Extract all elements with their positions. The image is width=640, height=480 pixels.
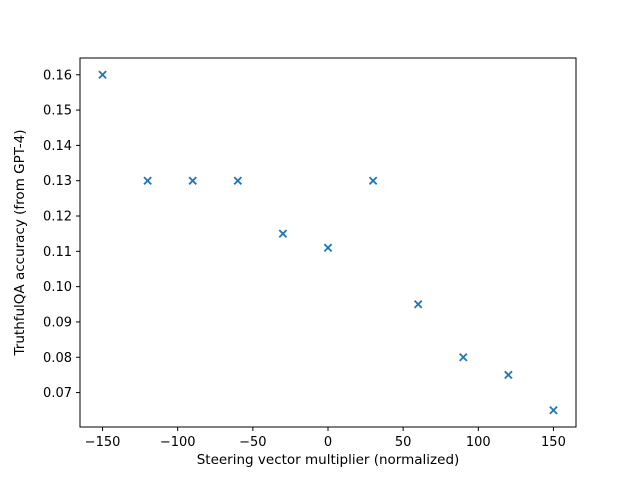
scatter-marker (323, 243, 333, 253)
x-tick-label: 150 (541, 435, 566, 450)
y-tick-label: 0.16 (43, 68, 72, 83)
scatter-marker (143, 176, 152, 185)
x-tick-label: −50 (239, 435, 266, 450)
x-tick-label: −100 (160, 435, 196, 450)
axes-box (79, 57, 577, 428)
y-tick-label: 0.08 (43, 351, 72, 366)
scatter-marker (368, 176, 378, 185)
y-tick-label: 0.07 (43, 386, 72, 401)
scatter-marker (278, 229, 288, 238)
x-tick-label: 0 (324, 435, 332, 450)
y-tick-label: 0.09 (43, 315, 72, 330)
y-tick-label: 0.10 (43, 280, 72, 295)
scatter-marker (413, 300, 423, 309)
scatter-marker (504, 370, 513, 380)
scatter-marker (549, 405, 558, 415)
y-tick-label: 0.11 (43, 245, 72, 260)
x-axis-label: Steering vector multiplier (normalized) (197, 452, 460, 468)
y-tick-label: 0.13 (43, 174, 72, 189)
x-tick-label: 50 (395, 435, 412, 450)
scatter-marker (188, 176, 197, 185)
y-tick-label: 0.14 (43, 139, 72, 154)
y-tick-label: 0.12 (43, 210, 72, 225)
y-tick-label: 0.15 (43, 104, 72, 119)
scatter-marker (459, 353, 468, 362)
y-axis-label: TruthfulQA accuracy (from GPT-4) (12, 130, 28, 357)
x-tick-label: −150 (85, 435, 121, 450)
x-tick-label: 100 (466, 435, 491, 450)
scatter-marker (233, 176, 243, 185)
scatter-marker (98, 70, 107, 80)
